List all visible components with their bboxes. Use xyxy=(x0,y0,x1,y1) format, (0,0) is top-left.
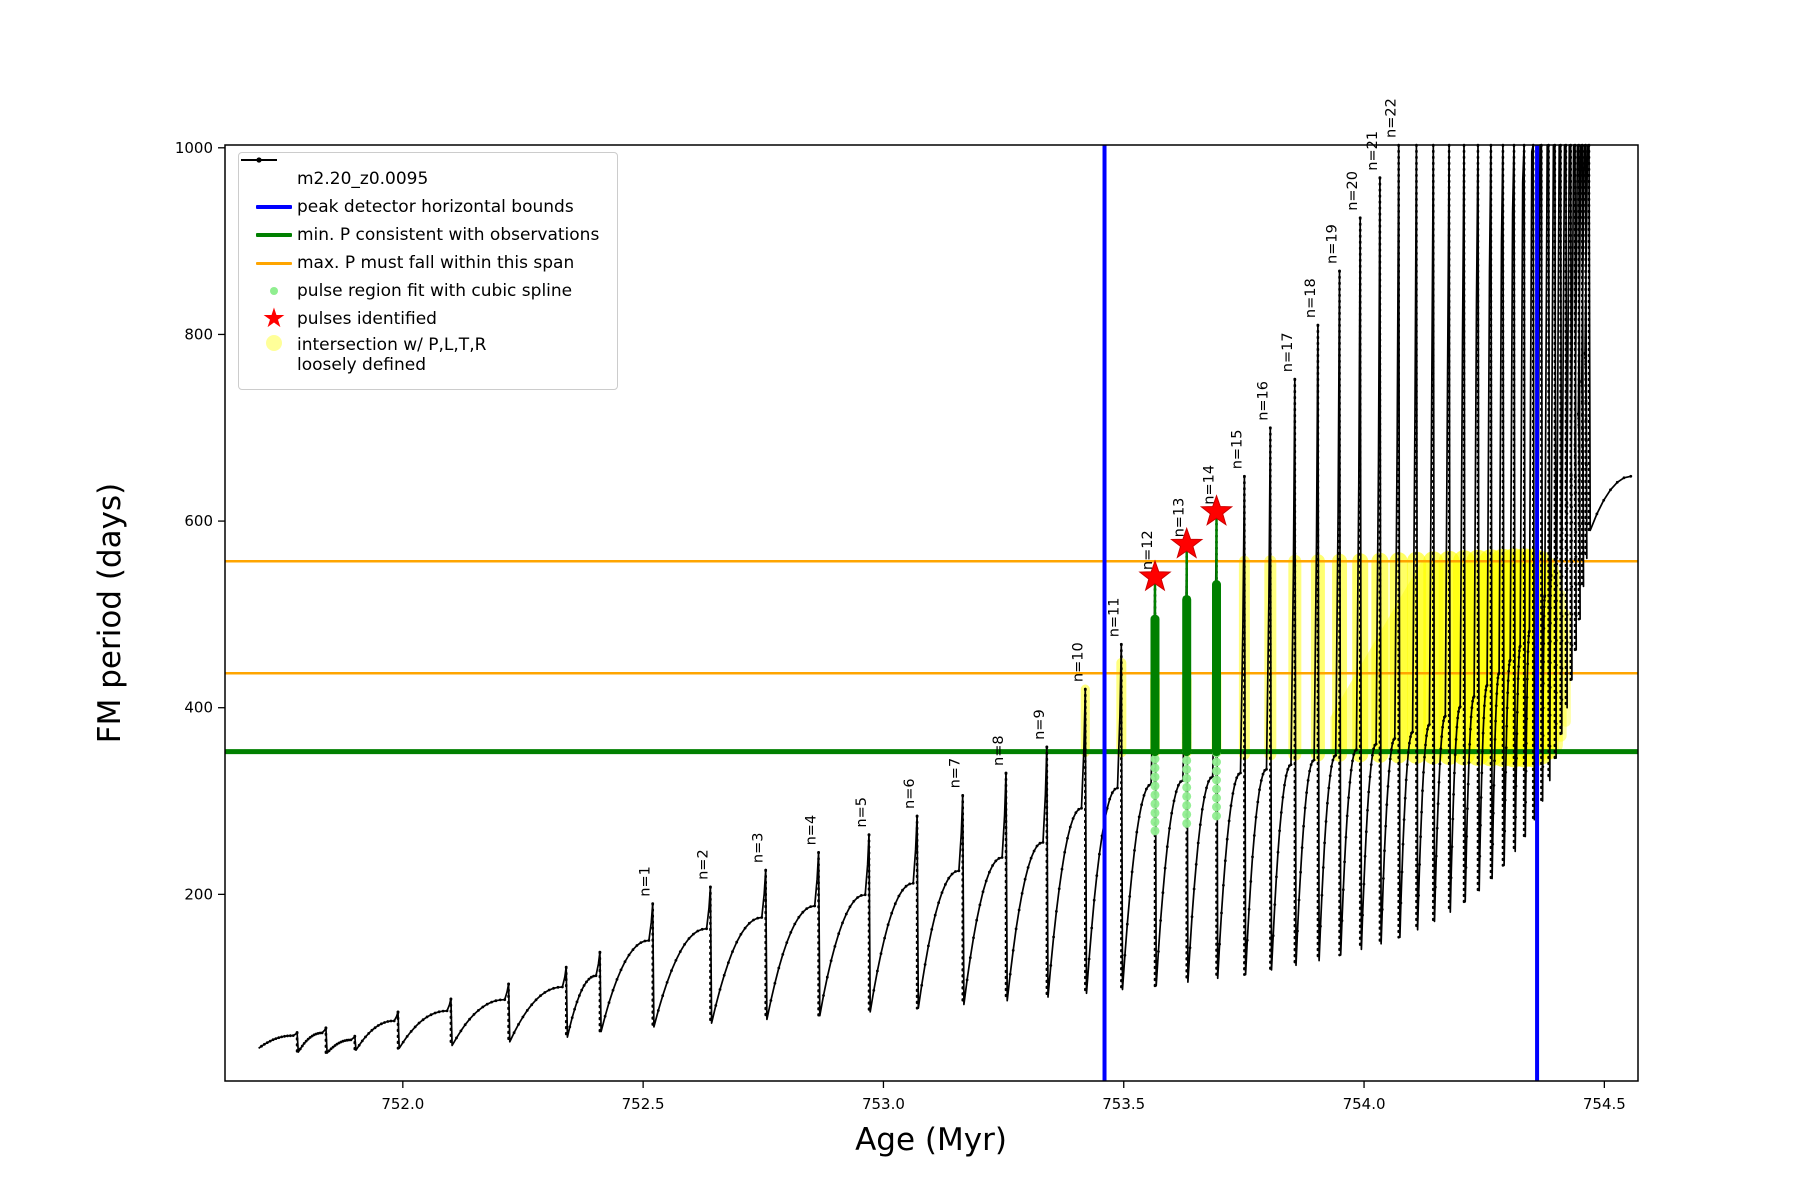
pulse-label: n=9 xyxy=(1032,709,1048,740)
horizontal-guide-lines xyxy=(225,559,1638,755)
blue-line-marker xyxy=(251,205,297,209)
spline-region-dots xyxy=(1150,719,1221,836)
legend-label-series: m2.20_z0.0095 xyxy=(297,169,429,189)
identified-pulses-layer xyxy=(1138,494,1234,592)
pulse-label: n=14 xyxy=(1202,465,1218,505)
pulse-label: n=19 xyxy=(1325,224,1341,264)
lightgreen-dot-marker xyxy=(251,287,297,295)
axes-layer: 752.0 752.5 753.0 753.5 754.0 754.5 200 400 600 8… xyxy=(175,139,1639,1113)
pulse-star xyxy=(1138,559,1172,592)
legend-item-peak-bounds: peak detector horizontal bounds xyxy=(251,195,599,219)
pulse-star xyxy=(1170,526,1204,559)
x-tick-label: 753.5 xyxy=(1102,1095,1145,1113)
pulse-label: n=18 xyxy=(1303,278,1319,318)
chart-layers: n=1 n=2 n=3 n=4 n=5 n=6 n=7 n=8 n=9 n=10 n=11 n=12 n… xyxy=(175,98,1639,1113)
pulse-label: n=17 xyxy=(1280,332,1296,372)
legend-label-min-p: min. P consistent with observations xyxy=(297,225,600,245)
pulse-label: n=15 xyxy=(1229,430,1245,470)
pulse-label: n=10 xyxy=(1070,642,1086,682)
evolution-curve-layer xyxy=(258,143,1633,1055)
x-tick-label: 752.0 xyxy=(381,1095,424,1113)
y-axis-title: FM period (days) xyxy=(92,483,128,743)
pulse-label: n=4 xyxy=(804,815,820,846)
peak-detector-bounds xyxy=(1102,145,1540,1081)
y-tick-label: 600 xyxy=(184,512,213,530)
legend: m2.20_z0.0095 peak detector horizontal b… xyxy=(238,152,619,390)
legend-item-max-p: max. P must fall within this span xyxy=(251,251,599,275)
legend-label-max-p: max. P must fall within this span xyxy=(297,253,575,273)
y-tick-label: 400 xyxy=(184,699,213,717)
legend-label-peak-bounds: peak detector horizontal bounds xyxy=(297,197,574,217)
pulse-label: n=22 xyxy=(1384,98,1400,138)
pulse-star xyxy=(1199,494,1234,526)
pulse-label: n=6 xyxy=(902,778,918,809)
pulse-label: n=11 xyxy=(1106,598,1122,638)
pulse-label: n=3 xyxy=(751,833,767,864)
pulse-label: n=21 xyxy=(1365,131,1381,171)
x-axis-title: Age (Myr) xyxy=(855,1122,1007,1158)
green-line-marker xyxy=(251,233,297,237)
pulse-label: n=8 xyxy=(991,735,1007,766)
legend-item-min-p: min. P consistent with observations xyxy=(251,223,599,247)
x-tick-label: 753.0 xyxy=(862,1095,905,1113)
plot-border xyxy=(224,144,1639,1082)
x-tick-label: 752.5 xyxy=(622,1095,665,1113)
x-tick-label: 754.0 xyxy=(1343,1095,1386,1113)
pulse-label: n=5 xyxy=(854,797,870,828)
pulse-number-labels: n=1 n=2 n=3 n=4 n=5 n=6 n=7 n=8 n=9 n=10 n=11 n=12 n… xyxy=(638,98,1400,896)
y-tick-label: 800 xyxy=(184,325,213,343)
evolution-curve xyxy=(258,144,1631,1054)
red-star-marker: ★ xyxy=(261,303,287,334)
legend-item-pulses: ★ pulses identified xyxy=(251,303,599,334)
pulse-label: n=12 xyxy=(1140,530,1156,570)
legend-item-intersection: intersection w/ P,L,T,R loosely defined xyxy=(251,335,599,375)
x-tick-label: 754.5 xyxy=(1583,1095,1626,1113)
yellow-dot-marker xyxy=(251,335,297,351)
legend-item-series: m2.20_z0.0095 xyxy=(241,157,599,191)
y-tick-label: 200 xyxy=(184,885,213,903)
pulse-label: n=20 xyxy=(1345,171,1361,211)
orange-line-marker xyxy=(251,261,297,265)
legend-item-spline: pulse region fit with cubic spline xyxy=(251,279,599,303)
legend-label-spline: pulse region fit with cubic spline xyxy=(297,281,573,301)
pulse-label: n=16 xyxy=(1255,381,1271,421)
legend-label-intersection: intersection w/ P,L,T,R loosely defined xyxy=(297,335,487,375)
pulse-label: n=7 xyxy=(948,758,964,789)
y-tick-label: 1000 xyxy=(175,139,213,157)
legend-label-pulses: pulses identified xyxy=(297,309,437,329)
pulse-label: n=1 xyxy=(638,866,654,897)
spline-fit-layer xyxy=(1150,511,1222,836)
pulse-label: n=2 xyxy=(695,849,711,880)
pulse-label: n=13 xyxy=(1172,498,1188,538)
